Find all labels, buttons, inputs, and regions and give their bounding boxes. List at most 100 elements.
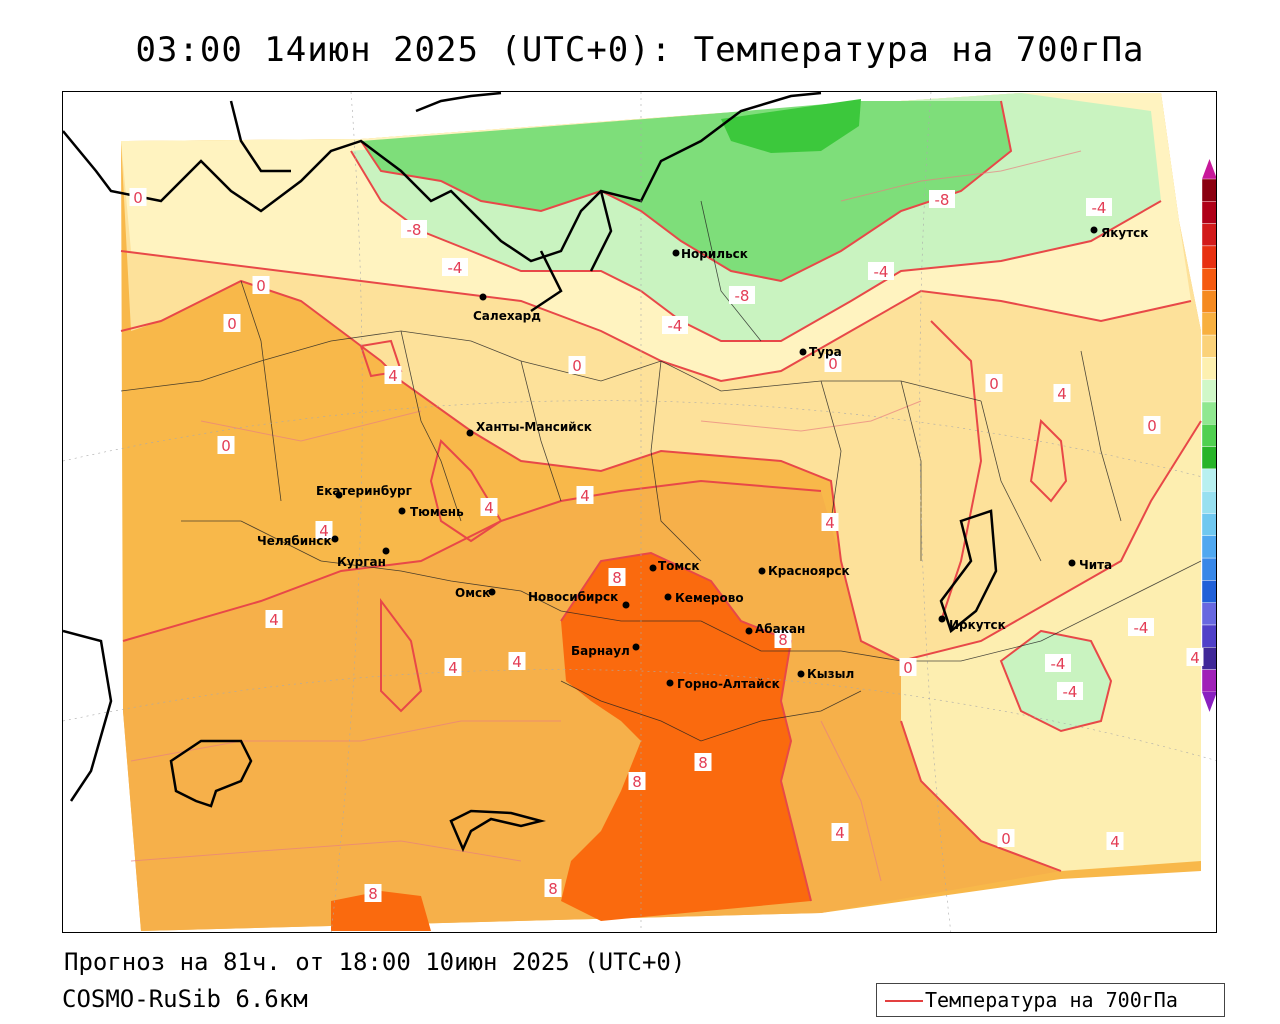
city-label: Барнаул	[571, 644, 630, 658]
isotherm-label-bg	[444, 658, 462, 676]
isotherm-labels: 0 -8 -4 -8 -4 -8 -4 -4 0 0 0 0 4 0 4 4 4 4 4 4 4 8 8 8 8 8 8 -4 -4 0 4…	[129, 188, 1204, 903]
city-marker	[1090, 226, 1098, 234]
city-label: Омск	[455, 586, 490, 600]
city-marker	[797, 670, 805, 678]
city-marker	[799, 348, 807, 356]
isotherm-label-bg	[608, 568, 626, 586]
isotherm-label-bg	[442, 258, 468, 276]
city-marker	[632, 643, 640, 651]
zone-minus12-minus8	[361, 101, 1011, 281]
colorbar-swatch	[1201, 557, 1216, 581]
graticule	[63, 92, 1216, 932]
colorbar-swatch	[1201, 201, 1216, 224]
zone-8-12-south	[331, 891, 431, 931]
isotherm-label: -4	[1063, 683, 1078, 701]
isotherm-label-bg	[223, 314, 241, 332]
isotherm-label: 4	[1110, 833, 1120, 851]
isotherm-label-bg	[401, 220, 427, 238]
isotherm-label-bg	[997, 829, 1015, 847]
isotherm-label: 0	[227, 315, 237, 333]
city-label: Абакан	[755, 622, 805, 636]
isotherm-label: -8	[935, 191, 950, 209]
isotherm-label-bg	[662, 316, 688, 334]
colorbar-swatch	[1201, 602, 1216, 626]
city-marker	[938, 615, 946, 623]
isotherm-label-bg	[265, 610, 283, 628]
colorbar-swatch	[1201, 669, 1216, 693]
city-marker	[622, 601, 630, 609]
isotherm-label-bg	[315, 521, 333, 539]
isotherm-label-bg	[868, 262, 894, 280]
isotherm-label-bg	[544, 879, 562, 897]
isotherm-label-bg	[899, 658, 917, 676]
isotherm-label-bg	[508, 652, 526, 670]
colorbar-bottom-arrow	[1202, 691, 1216, 712]
city-label: Горно-Алтайск	[677, 677, 780, 691]
colorbar-swatch	[1201, 468, 1216, 492]
isotherm-label-bg	[384, 366, 402, 384]
temperature-map: 2824201612840-4-8-12-16-20-24-28-32-36-4…	[62, 91, 1217, 933]
isotherm-label: -4	[1092, 199, 1107, 217]
map-title: 03:00 14июн 2025 (UTC+0): Температура на…	[135, 30, 1145, 70]
model-name: COSMO-RuSib 6.6км	[62, 985, 308, 1013]
isotherm-label: 4	[269, 611, 279, 629]
colorbar-swatch	[1201, 491, 1216, 514]
city-marker	[466, 429, 474, 437]
isotherm-label: 0	[903, 659, 913, 677]
isotherm-label: 8	[368, 885, 378, 903]
city-marker	[382, 547, 390, 555]
isotherm-label-bg	[1143, 416, 1161, 434]
colorbar-swatch	[1201, 401, 1216, 425]
isotherm-label: 4	[484, 499, 494, 517]
city-label: Новосибирск	[528, 590, 618, 604]
city-marker	[672, 249, 680, 257]
isotherm-label: 8	[632, 773, 642, 791]
isotherm-label-bg	[824, 354, 842, 372]
isotherm-label: 8	[548, 880, 558, 898]
colorbar-swatch	[1201, 178, 1216, 202]
legend-box: Температура на 700гПа	[876, 983, 1225, 1017]
isotherm-label-bg	[821, 513, 839, 531]
city-marker	[664, 593, 672, 601]
minor-isotherms	[130, 150, 1082, 882]
isotherm-label-bg	[774, 630, 792, 648]
city-marker	[335, 491, 343, 499]
cities: Норильск Якутск Салехард Тура Ханты-Мансийск…	[257, 226, 1148, 691]
isotherm-label: -8	[735, 287, 750, 305]
isotherm-label: 4	[825, 514, 835, 532]
colorbar-swatch	[1201, 647, 1216, 670]
colorbar-swatch	[1201, 580, 1216, 603]
colorbar: 2824201612840-4-8-12-16-20-24-28-32-36-4…	[1201, 159, 1216, 712]
city-label: Тура	[809, 345, 842, 359]
city-label: Якутск	[1101, 226, 1148, 240]
colorbar-swatch	[1201, 245, 1216, 269]
colorbar-swatch	[1201, 379, 1216, 403]
isotherm-label: 0	[256, 277, 266, 295]
isotherm-label: 4	[835, 824, 845, 842]
isotherm-label: 8	[698, 754, 708, 772]
city-label: Чита	[1079, 558, 1112, 572]
city-marker	[1068, 559, 1076, 567]
isotherm-label: 0	[1147, 417, 1157, 435]
colorbar-swatch	[1201, 535, 1216, 559]
isotherm-label: 4	[319, 522, 329, 540]
city-marker	[758, 567, 766, 575]
isotherm-label-bg	[1106, 832, 1124, 850]
isotherm-label: 4	[1057, 385, 1067, 403]
colorbar-swatch	[1201, 334, 1216, 358]
isotherm-label-bg	[480, 498, 498, 516]
isotherm-label: 0	[572, 357, 582, 375]
isotherm-label-bg	[628, 772, 646, 790]
city-label: Кемерово	[675, 591, 744, 605]
city-label: Екатеринбург	[316, 484, 412, 498]
city-label: Кызыл	[807, 667, 854, 681]
city-marker	[488, 588, 496, 596]
isotherm-label: -4	[1134, 619, 1149, 637]
city-marker	[398, 507, 406, 515]
colorbar-swatch	[1201, 624, 1216, 648]
city-marker	[666, 679, 674, 687]
zone-minus16-minus12	[721, 99, 861, 153]
isotherm-label-bg	[1045, 654, 1071, 672]
isotherm-label-bg	[364, 884, 382, 902]
colorbar-swatch	[1201, 268, 1216, 291]
